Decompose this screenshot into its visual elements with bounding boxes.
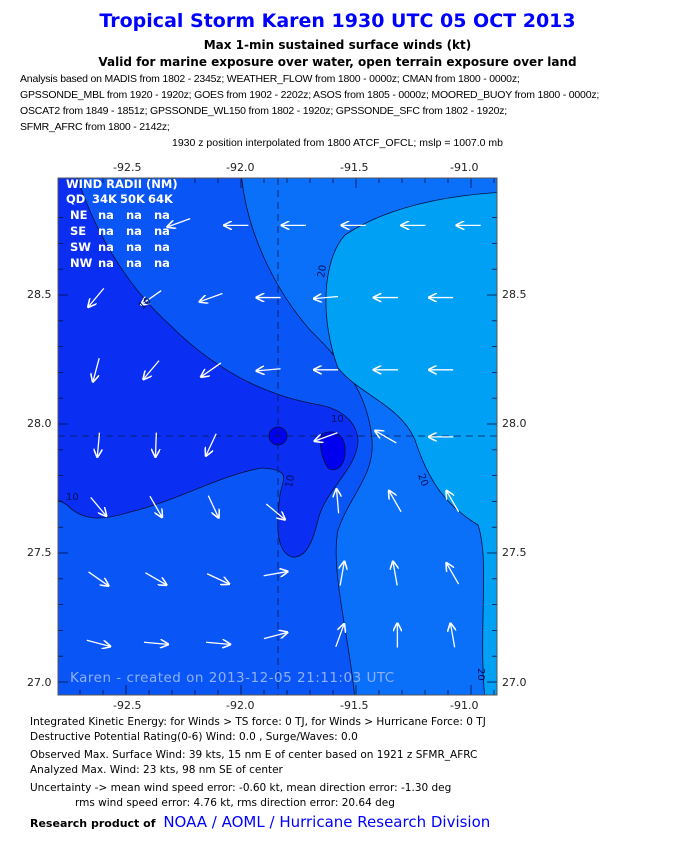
contour-label: 20: [316, 264, 329, 278]
wind-vector-arrow: [340, 562, 344, 586]
wind-vector-arrow: [200, 292, 223, 301]
wind-radii-cell: na: [98, 256, 114, 270]
lon-tick-label: -92.5: [113, 161, 142, 174]
wind-radii-cell: na: [154, 240, 170, 254]
wind-vector-arrow: [207, 495, 218, 518]
wind-vector-arrow: [90, 496, 106, 515]
wind-vector-arrow: [88, 571, 109, 586]
lat-tick-label: 27.5: [502, 546, 527, 559]
research-label: Research product of: [30, 817, 156, 830]
wind-radii-cell: na: [98, 224, 114, 238]
wind-radii-cell: QD: [66, 192, 86, 206]
observed-max-text: Observed Max. Surface Wind: 39 kts, 15 n…: [30, 749, 478, 761]
wind-vector-arrow: [447, 491, 460, 513]
contour-label: 10: [66, 492, 79, 503]
lon-tick-label: -92.0: [226, 161, 255, 174]
uncertainty-rms-text: rms wind speed error: 4.76 kt, rms direc…: [75, 797, 395, 809]
contour-label: 20: [475, 668, 486, 681]
wind-radii-cell: na: [126, 240, 142, 254]
analyzed-max-text: Analyzed Max. Wind: 23 kts, 98 nm SE of …: [30, 764, 283, 776]
lon-tick-label: -91.0: [450, 699, 479, 712]
wind-radii-cell: 50K: [120, 192, 145, 206]
wind-radii-cell: na: [154, 224, 170, 238]
wind-vector-arrow: [155, 432, 156, 457]
wind-vector-arrow: [168, 218, 191, 227]
research-credit: Research product of NOAA / AOML / Hurric…: [30, 813, 490, 831]
wind-vector-arrow: [93, 358, 100, 381]
wind-vector-arrow: [257, 369, 281, 371]
position-line: 1930 z position interpolated from 1800 A…: [171, 137, 504, 149]
wind-radii-title: WIND RADII (NM): [66, 177, 178, 191]
wind-radii-cell: na: [126, 208, 142, 222]
dpr-text: Destructive Potential Rating(0-6) Wind: …: [30, 731, 358, 743]
ike-text: Integrated Kinetic Energy: for Winds > T…: [30, 716, 486, 728]
wind-vector-arrow: [335, 624, 344, 648]
wind-vector-arrow: [149, 495, 162, 517]
wind-radii-cell: 34K: [92, 192, 117, 206]
wind-vector-arrow: [451, 624, 455, 648]
wind-vector-arrow: [88, 287, 105, 306]
page-title: Tropical Storm Karen 1930 UTC 05 OCT 201…: [99, 10, 576, 32]
wind-vector-arrow: [97, 432, 99, 457]
band-above-20: [325, 192, 497, 695]
lat-tick-label: 28.0: [502, 417, 527, 430]
hrd-link[interactable]: NOAA / AOML / Hurricane Research Divisio…: [163, 813, 491, 831]
wind-radii-cell: SW: [70, 240, 91, 254]
wind-vector-arrow: [337, 489, 339, 514]
band-5-10: [58, 178, 359, 558]
wind-radii-cell: na: [154, 256, 170, 270]
wind-radii-cell: na: [154, 208, 170, 222]
wind-map: 10 20 10 10 10 20 20: [57, 177, 498, 696]
wind-vector-arrow: [265, 503, 284, 519]
wind-vector-arrow: [144, 360, 160, 379]
lat-tick-label: 28.0: [27, 417, 52, 430]
wind-vector-arrow: [141, 290, 162, 305]
analysis-line: GPSSONDE_MBL from 1920 - 1920z; GOES fro…: [20, 89, 600, 101]
wind-vector-arrow: [376, 431, 397, 444]
band-below-5: [320, 431, 346, 471]
wind-vector-arrow: [447, 563, 460, 585]
wind-vector-arrow: [389, 491, 402, 513]
wind-vector-arrow: [145, 572, 167, 585]
watermark: Karen - created on 2013-12-05 21:11:03 U…: [70, 670, 395, 686]
wind-vector-arrow: [314, 297, 339, 299]
lon-tick-label: -91.5: [340, 699, 369, 712]
wind-radii-cell: NE: [70, 208, 88, 222]
lat-tick-label: 27.0: [27, 676, 52, 689]
wind-vector-arrow: [393, 562, 397, 586]
wind-vector-arrow: [86, 639, 110, 646]
uncertainty-text: Uncertainty -> mean wind speed error: -0…: [30, 782, 452, 794]
lon-tick-label: -92.0: [226, 699, 255, 712]
subtitle: Max 1-min sustained surface winds (kt): [203, 38, 472, 52]
subtitle-validity: Valid for marine exposure over water, op…: [98, 55, 577, 69]
lat-tick-label: 28.5: [27, 288, 52, 301]
lon-tick-label: -91.0: [450, 161, 479, 174]
analysis-line: OSCAT2 from 1849 - 1851z; GPSSONDE_WL150…: [20, 105, 507, 117]
wind-radii-cell: SE: [70, 224, 87, 238]
wind-vector-arrow: [263, 572, 288, 576]
wind-radii-cell: na: [126, 224, 142, 238]
analysis-line: Analysis based on MADIS from 1802 - 2345…: [20, 73, 520, 85]
wind-vector-arrow: [206, 573, 229, 584]
lon-tick-label: -91.5: [340, 161, 369, 174]
lat-tick-label: 28.5: [502, 288, 527, 301]
contour-label: 20: [415, 472, 430, 488]
wind-vector-arrow: [206, 433, 217, 456]
wind-radii-cell: na: [98, 208, 114, 222]
wind-vector-arrow: [201, 362, 222, 377]
wind-vector-arrow: [315, 432, 338, 441]
lat-tick-label: 27.5: [27, 546, 52, 559]
wind-radii-cell: na: [98, 240, 114, 254]
wind-vector-arrow: [205, 642, 230, 644]
analysis-line: SFMR_AFRC from 1800 - 2142z;: [20, 121, 170, 133]
lat-tick-label: 27.0: [502, 676, 527, 689]
contour-label: 10: [331, 414, 344, 425]
wind-radii-cell: 64K: [148, 192, 173, 206]
wind-radii-cell: na: [126, 256, 142, 270]
lon-tick-label: -92.5: [113, 699, 142, 712]
wind-vector-arrow: [143, 642, 168, 644]
wind-vector-arrow: [263, 632, 287, 640]
wind-radii-cell: NW: [70, 256, 93, 270]
contour-label: 10: [284, 474, 297, 488]
